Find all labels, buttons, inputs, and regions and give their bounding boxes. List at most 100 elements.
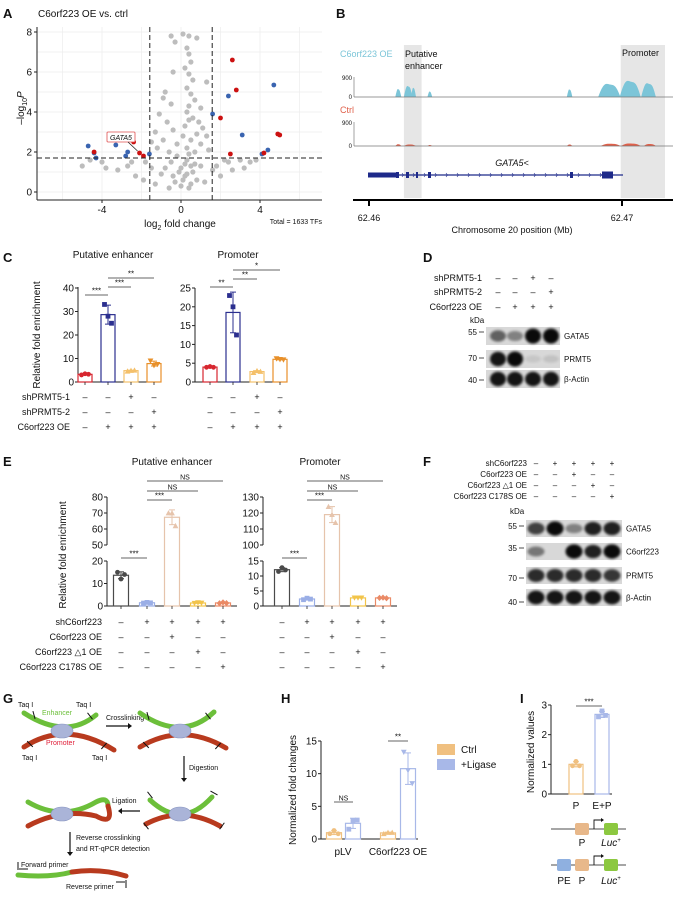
arrow-head-icon [67, 852, 73, 856]
strand-arrow-icon [445, 172, 448, 178]
panel-label-b: B [336, 6, 345, 21]
point-ns [194, 35, 200, 41]
blot-band [507, 330, 523, 342]
y-tick-label: 20 [92, 557, 104, 568]
point-ns [184, 157, 190, 163]
condition-value: – [534, 481, 539, 490]
bar [163, 516, 181, 607]
panel-label-i: I [520, 691, 524, 706]
x-tick-label: 0 [178, 205, 184, 216]
y-tick-label: 10 [180, 340, 192, 351]
data-point [383, 595, 390, 602]
luc-superscript: + [617, 876, 621, 882]
point-ns [198, 163, 204, 169]
point-ns [168, 33, 174, 39]
coverage-peak [411, 87, 417, 97]
y-tick-label: 0 [253, 602, 259, 613]
point-red [227, 151, 233, 157]
strand-arrow-icon [478, 172, 481, 178]
point-ns [168, 159, 174, 165]
condition-value: – [591, 470, 596, 479]
taq-cut-site [210, 790, 218, 796]
step-label-ligation: Ligation [112, 798, 137, 805]
blot-band [584, 590, 602, 605]
data-point [304, 595, 310, 601]
data-point [335, 831, 341, 837]
gene-exon [602, 171, 613, 179]
data-point [102, 302, 107, 307]
annotation-box [106, 131, 136, 143]
y-tick-label: 8 [26, 28, 32, 39]
condition-value: + [553, 459, 558, 468]
data-point [254, 367, 260, 374]
y-label-rest: P [16, 91, 27, 98]
y-axis-label: –log10P [16, 91, 29, 125]
data-point [350, 818, 356, 824]
condition-value: – [82, 407, 87, 417]
coverage-peak [600, 143, 621, 146]
data-point [354, 817, 360, 823]
significance-label: *** [290, 550, 299, 559]
point-ns [210, 167, 216, 173]
condition-value: – [195, 632, 200, 642]
point-ns [182, 123, 188, 129]
condition-label: shPRMT5-2 [434, 287, 482, 297]
point-blue [85, 143, 91, 149]
blot-band [527, 569, 545, 582]
blot-band [525, 328, 541, 344]
point-ns [184, 145, 190, 151]
significance-label: ** [128, 270, 134, 279]
y-tick-label: 0 [97, 602, 103, 613]
condition-value: + [355, 647, 360, 657]
point-ns [160, 95, 166, 101]
blot-band [543, 371, 559, 387]
condition-value: + [591, 481, 596, 490]
blot-band [546, 521, 564, 536]
condition-value: + [572, 470, 577, 479]
data-point [276, 569, 281, 574]
data-point [115, 569, 120, 575]
promoter-box [575, 859, 589, 871]
x-tick-label: 4 [257, 205, 263, 216]
condition-value: + [355, 617, 360, 627]
protein-complex [168, 806, 192, 822]
significance-label: *** [115, 279, 124, 288]
point-ns [180, 31, 186, 37]
condition-value: – [572, 481, 577, 490]
y-tick-label: 0 [26, 188, 32, 199]
arrow-head-icon [601, 854, 604, 858]
blot-band [546, 590, 564, 605]
significance-label: ** [242, 271, 248, 280]
point-ns [198, 141, 204, 147]
y-tick-label: 4 [26, 108, 32, 119]
condition-value: + [254, 392, 259, 402]
significance-label: ** [395, 733, 401, 742]
region-label-enhancer-2: enhancer [405, 61, 443, 71]
condition-value: – [279, 662, 284, 672]
condition-value: + [128, 392, 133, 402]
panel-label-f: F [423, 454, 431, 469]
mw-marker-label: 55 [468, 328, 477, 337]
y-tick-label: 10 [248, 572, 260, 583]
data-point [86, 371, 91, 377]
strand-arrow-icon [489, 172, 492, 178]
point-ns [180, 177, 186, 183]
highlight-region [620, 45, 666, 198]
condition-value: – [118, 617, 123, 627]
promoter-box [575, 823, 589, 835]
condition-value: + [220, 662, 225, 672]
x-category-label: pLV [334, 847, 351, 858]
y-tick-label: 50 [92, 541, 104, 552]
point-red [91, 149, 97, 155]
chart-title: Putative enhancer [132, 457, 213, 468]
enhancer-box [557, 859, 571, 871]
condition-value: – [304, 647, 309, 657]
point-ns [186, 151, 192, 157]
region-label-promoter: Promoter [622, 48, 659, 58]
condition-value: + [512, 302, 517, 312]
y-label-sub: 10 [22, 98, 29, 106]
protein-complex [168, 723, 192, 739]
condition-value: – [82, 392, 87, 402]
bar [594, 713, 610, 795]
blot-band [527, 522, 545, 535]
